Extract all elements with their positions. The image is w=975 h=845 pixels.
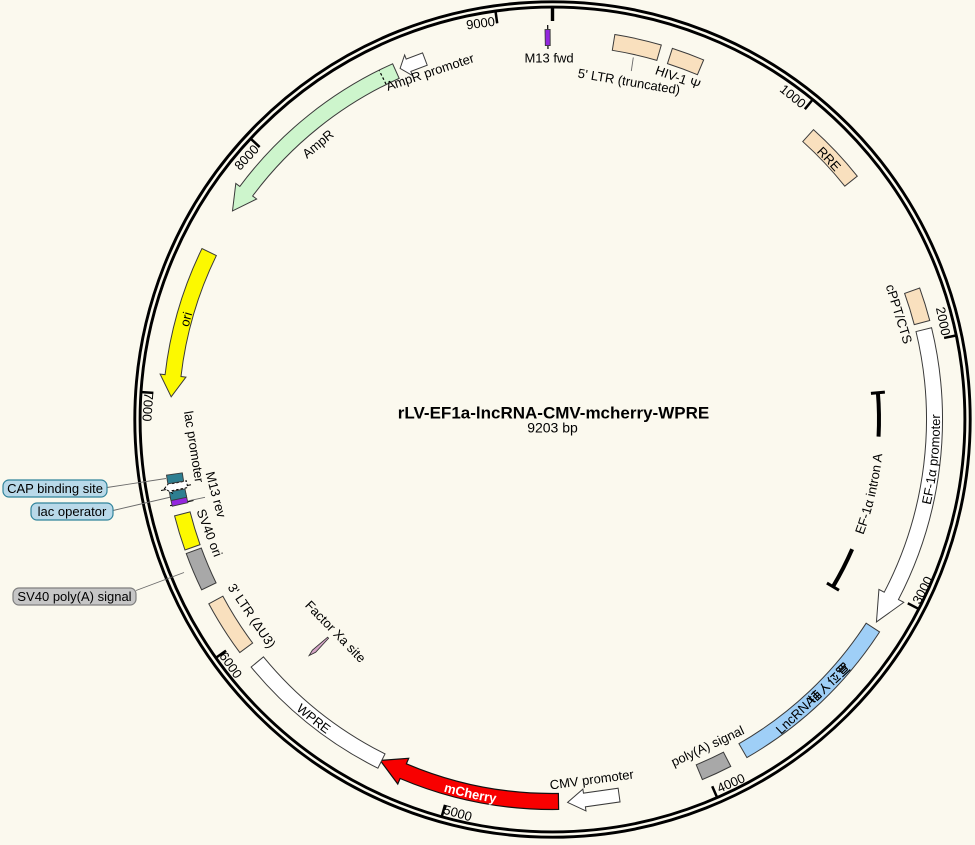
svg-text:lac operator: lac operator — [38, 504, 107, 519]
svg-text:Factor Xa site: Factor Xa site — [302, 598, 369, 666]
svg-text:7000: 7000 — [139, 392, 156, 422]
svg-text:3000: 3000 — [909, 574, 936, 607]
svg-text:lac promoter: lac promoter — [181, 410, 207, 484]
svg-text:5000: 5000 — [442, 802, 474, 824]
svg-text:EF-1α promoter: EF-1α promoter — [919, 414, 943, 506]
svg-text:9000: 9000 — [465, 14, 496, 33]
svg-text:CMV promoter: CMV promoter — [549, 766, 635, 792]
svg-text:2000: 2000 — [933, 306, 954, 337]
svg-text:rLV-EF1a-lncRNA-CMV-mcherry-WP: rLV-EF1a-lncRNA-CMV-mcherry-WPRE — [398, 404, 709, 423]
svg-text:9203 bp: 9203 bp — [527, 420, 578, 436]
svg-text:SV40 poly(A) signal: SV40 poly(A) signal — [17, 589, 131, 604]
svg-text:EF-1α intron A: EF-1α intron A — [852, 452, 885, 536]
svg-text:CAP binding site: CAP binding site — [7, 481, 103, 496]
svg-text:AmpR promoter: AmpR promoter — [384, 50, 476, 94]
svg-text:mCherry: mCherry — [443, 780, 499, 806]
svg-text:ori: ori — [177, 310, 195, 328]
svg-text:M13 fwd: M13 fwd — [524, 51, 573, 66]
